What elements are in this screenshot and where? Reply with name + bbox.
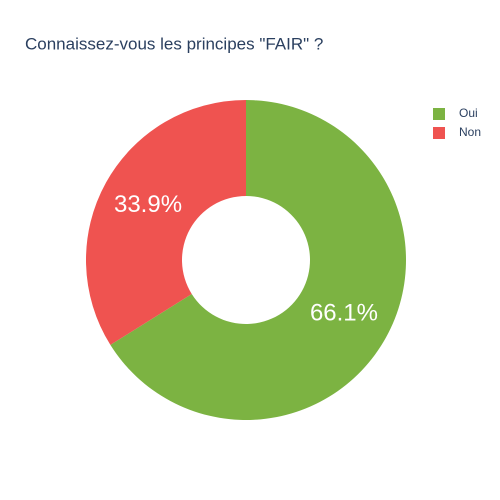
pie-slice (110, 100, 406, 421)
legend-label[interactable]: Non (459, 125, 481, 139)
legend-label[interactable]: Oui (459, 106, 478, 120)
slice-label: 66.1% (310, 300, 378, 327)
slice-label: 33.9% (114, 191, 182, 218)
legend-swatch[interactable] (433, 127, 445, 139)
pie-slice (86, 100, 246, 345)
chart-title: Connaissez-vous les principes "FAIR" ? (25, 34, 323, 53)
legend-swatch[interactable] (433, 108, 445, 120)
